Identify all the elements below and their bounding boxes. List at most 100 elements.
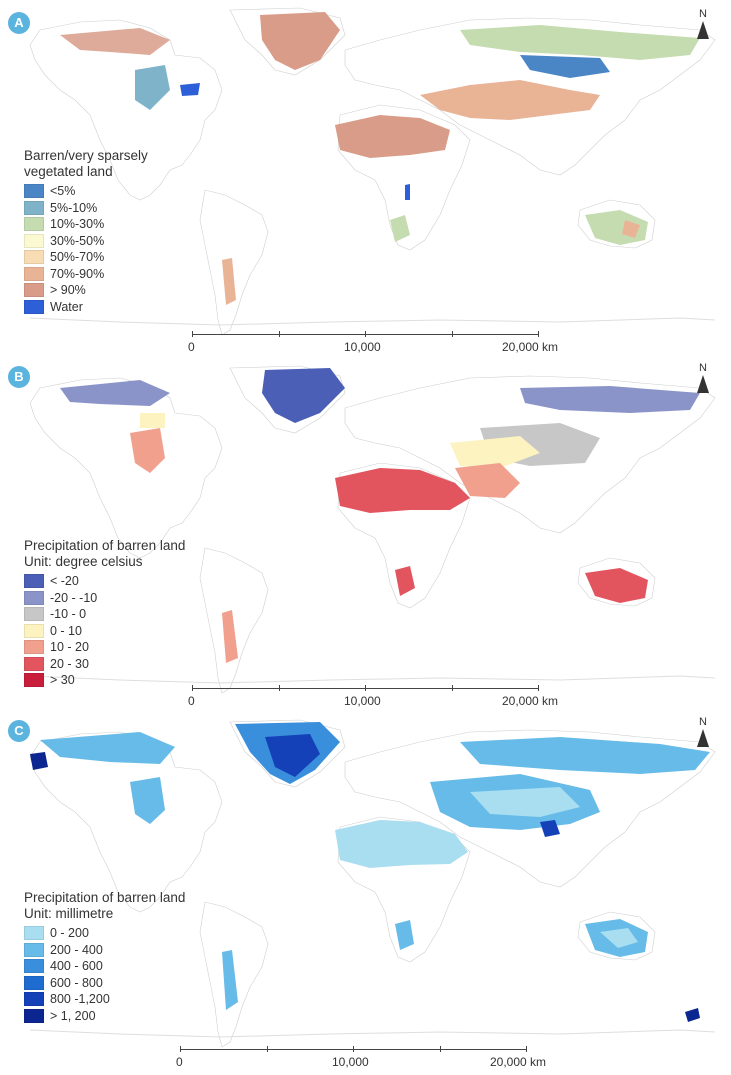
scale-tick <box>279 331 280 337</box>
legend-item: 10%-30% <box>24 216 148 233</box>
scale-bar-c: 0 10,000 20,000 km <box>176 1046 546 1069</box>
legend-swatch <box>24 299 44 314</box>
legend-item: 20 - 30 <box>24 656 185 673</box>
scale-label: 20,000 km <box>490 1055 547 1069</box>
legend-title-line: Unit: millimetre <box>24 906 114 921</box>
legend-title: Precipitation of barren land Unit: milli… <box>24 890 185 922</box>
north-arrow-icon <box>697 375 709 393</box>
scale-tick <box>180 1046 181 1052</box>
legend-item: > 90% <box>24 282 148 299</box>
legend-label: Water <box>50 299 83 314</box>
north-label: N <box>699 8 707 20</box>
legend-label: 20 - 30 <box>50 656 89 671</box>
legend-item: 30%-50% <box>24 233 148 250</box>
scale-tick <box>267 1046 268 1052</box>
legend-title-line: Precipitation of barren land <box>24 890 186 905</box>
legend-label: > 30 <box>50 673 75 688</box>
legend-item: > 1, 200 <box>24 1008 185 1025</box>
scale-tick <box>452 685 453 691</box>
legend-item: 0 - 200 <box>24 925 185 942</box>
scale-tick <box>365 685 366 691</box>
north-label: N <box>699 362 707 374</box>
legend-label: 50%-70% <box>50 250 105 265</box>
legend-item: 70%-90% <box>24 266 148 283</box>
legend-item: 200 - 400 <box>24 942 185 959</box>
legend-swatch <box>24 590 44 605</box>
legend-swatch <box>24 975 44 990</box>
legend-swatch <box>24 959 44 974</box>
north-arrow-b: N <box>693 362 713 393</box>
scale-label: 20,000 km <box>502 340 559 354</box>
legend-swatch <box>24 942 44 957</box>
legend-swatch <box>24 574 44 589</box>
legend-label: 0 - 10 <box>50 623 82 638</box>
legend-swatch <box>24 926 44 941</box>
legend-item: 600 - 800 <box>24 975 185 992</box>
legend-item: < -20 <box>24 573 185 590</box>
north-label: N <box>699 716 707 728</box>
legend-b: Precipitation of barren land Unit: degre… <box>24 538 185 689</box>
legend-item: 5%-10% <box>24 200 148 217</box>
legend-swatch <box>24 283 44 298</box>
panel-a: A N Barren/very sparsely vegetated land … <box>0 0 731 358</box>
world-map-a <box>29 7 716 336</box>
scale-tick <box>279 685 280 691</box>
legend-item: 800 -1,200 <box>24 991 185 1008</box>
legend-title: Barren/very sparsely vegetated land <box>24 148 148 180</box>
legend-swatch <box>24 656 44 671</box>
legend-a: Barren/very sparsely vegetated land <5% … <box>24 148 148 315</box>
legend-title-line: vegetated land <box>24 164 113 179</box>
scale-tick <box>452 331 453 337</box>
legend-label: 30%-50% <box>50 233 105 248</box>
barren-areas-a <box>60 12 700 305</box>
legend-label: > 90% <box>50 283 86 298</box>
scale-label: 20,000 km <box>502 694 559 708</box>
legend-swatch <box>24 266 44 281</box>
scale-label: 0 <box>188 694 195 708</box>
temperature-areas-b <box>60 368 700 663</box>
legend-label: 10 - 20 <box>50 640 89 655</box>
legend-label: <5% <box>50 184 76 199</box>
legend-swatch <box>24 233 44 248</box>
north-arrow-icon <box>697 21 709 39</box>
panel-label-c: C <box>8 720 30 742</box>
legend-label: -20 - -10 <box>50 590 98 605</box>
scale-label: 10,000 <box>344 340 381 354</box>
legend-c: Precipitation of barren land Unit: milli… <box>24 890 185 1024</box>
legend-swatch <box>24 217 44 232</box>
legend-swatch <box>24 200 44 215</box>
panel-c: C N Precipitation of barren land Unit: m… <box>0 712 731 1075</box>
legend-swatch <box>24 623 44 638</box>
legend-label: < -20 <box>50 574 79 589</box>
legend-swatch <box>24 992 44 1007</box>
panel-label-a: A <box>8 12 30 34</box>
scale-tick <box>538 685 539 691</box>
legend-swatch <box>24 184 44 199</box>
scale-label: 10,000 <box>344 694 381 708</box>
scale-tick <box>192 331 193 337</box>
legend-label: 200 - 400 <box>50 942 103 957</box>
legend-item: 400 - 600 <box>24 958 185 975</box>
legend-label: 10%-30% <box>50 217 105 232</box>
legend-label: -10 - 0 <box>50 607 87 622</box>
precipitation-areas-c <box>30 722 710 1022</box>
legend-label: 0 - 200 <box>50 926 89 941</box>
world-map-c <box>29 719 716 1048</box>
legend-item: 50%-70% <box>24 249 148 266</box>
legend-swatch <box>24 673 44 688</box>
legend-title-line: Precipitation of barren land <box>24 538 186 553</box>
legend-item: -10 - 0 <box>24 606 185 623</box>
legend-item: > 30 <box>24 672 185 689</box>
legend-title-line: Barren/very sparsely <box>24 148 148 163</box>
north-arrow-icon <box>697 729 709 747</box>
legend-label: 70%-90% <box>50 266 105 281</box>
scale-tick <box>526 1046 527 1052</box>
scale-tick <box>353 1046 354 1052</box>
legend-item: 10 - 20 <box>24 639 185 656</box>
scale-bar-b: 0 10,000 20,000 km <box>188 685 558 708</box>
legend-label: 400 - 600 <box>50 959 103 974</box>
scale-label: 10,000 <box>332 1055 369 1069</box>
legend-item: <5% <box>24 183 148 200</box>
north-arrow-c: N <box>693 716 713 747</box>
panel-b: B N Precipitation of barren land Unit: d… <box>0 358 731 712</box>
